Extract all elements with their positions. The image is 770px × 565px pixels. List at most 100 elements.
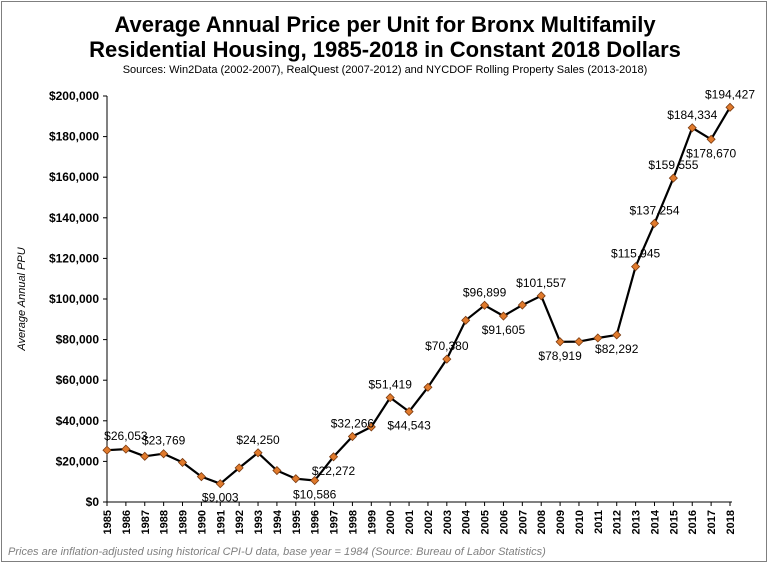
x-tick-label: 2003 bbox=[442, 510, 454, 534]
x-tick-label: 2012 bbox=[612, 510, 624, 534]
x-tick-label: 2009 bbox=[555, 510, 567, 534]
data-point-marker bbox=[574, 337, 584, 347]
data-point-marker bbox=[649, 218, 660, 228]
chart-title-line-1: Average Annual Price per Unit for Bronx … bbox=[114, 12, 656, 37]
x-tick-label: 1988 bbox=[159, 510, 171, 534]
data-label: $9,003 bbox=[202, 491, 239, 505]
x-tick-label: 1996 bbox=[310, 510, 322, 534]
x-tick-label: 1993 bbox=[253, 510, 265, 534]
y-tick-label: $40,000 bbox=[56, 414, 100, 428]
x-tick-label: 1992 bbox=[234, 510, 246, 534]
x-tick-label: 2018 bbox=[725, 510, 737, 534]
y-tick-label: $160,000 bbox=[49, 170, 99, 184]
x-tick-label: 1990 bbox=[196, 510, 208, 534]
x-tick-label: 2016 bbox=[687, 510, 699, 534]
x-tick-label: 2015 bbox=[668, 510, 680, 534]
data-label: $184,334 bbox=[667, 108, 717, 122]
data-label: $178,670 bbox=[686, 146, 736, 160]
y-tick-label: $140,000 bbox=[49, 211, 99, 225]
data-point-marker bbox=[725, 102, 735, 112]
x-tick-label: 1991 bbox=[215, 510, 227, 534]
data-label: $22,272 bbox=[312, 464, 356, 478]
data-point-marker bbox=[498, 311, 509, 321]
data-label: $194,427 bbox=[705, 87, 755, 101]
data-point-marker bbox=[102, 445, 112, 455]
x-tick-label: 1994 bbox=[272, 509, 284, 534]
x-tick-label: 2007 bbox=[517, 510, 529, 534]
y-tick-label: $120,000 bbox=[49, 251, 99, 265]
x-tick-label: 1987 bbox=[140, 510, 152, 534]
data-point-marker bbox=[385, 393, 395, 403]
data-point-marker bbox=[480, 300, 490, 310]
data-label: $115,945 bbox=[611, 247, 660, 261]
x-tick-label: 1995 bbox=[291, 510, 303, 534]
data-label: $10,586 bbox=[293, 488, 337, 502]
series-line bbox=[106, 106, 731, 485]
data-point-marker bbox=[177, 457, 188, 467]
data-point-marker bbox=[140, 451, 150, 461]
y-tick-label: $80,000 bbox=[56, 333, 100, 347]
data-label: $70,380 bbox=[425, 339, 469, 353]
x-tick-label: 2000 bbox=[385, 510, 397, 534]
data-label: $137,254 bbox=[629, 203, 679, 217]
x-tick-label: 1999 bbox=[366, 510, 378, 534]
data-label: $24,250 bbox=[236, 433, 280, 447]
data-point-marker bbox=[536, 291, 546, 301]
x-tick-label: 1986 bbox=[121, 510, 133, 534]
data-point-marker bbox=[461, 315, 471, 325]
x-tick-label: 2002 bbox=[423, 510, 435, 534]
data-point-marker bbox=[347, 431, 357, 442]
x-tick-label: 2006 bbox=[498, 510, 510, 534]
data-point-marker bbox=[196, 472, 206, 482]
y-tick-label: $20,000 bbox=[56, 454, 100, 468]
data-label: $23,769 bbox=[142, 434, 186, 448]
data-point-marker bbox=[631, 262, 641, 272]
x-tick-label: 2010 bbox=[574, 510, 586, 534]
x-tick-label: 1998 bbox=[347, 510, 359, 534]
x-tick-label: 1985 bbox=[102, 510, 114, 534]
x-tick-label: 2005 bbox=[480, 510, 492, 534]
footnote: Prices are inflation-adjusted using hist… bbox=[8, 546, 546, 558]
data-point-marker bbox=[555, 337, 565, 347]
x-tick-label: 2008 bbox=[536, 510, 548, 534]
data-point-marker bbox=[442, 354, 452, 364]
data-point-marker bbox=[310, 475, 320, 486]
x-tick-label: 2017 bbox=[706, 510, 718, 534]
x-tick-label: 2001 bbox=[404, 510, 416, 534]
y-tick-label: $180,000 bbox=[49, 130, 99, 144]
data-point-marker bbox=[706, 134, 716, 144]
y-axis-title: Average Annual PPU bbox=[16, 247, 28, 351]
data-point-marker bbox=[668, 173, 678, 183]
data-point-marker bbox=[234, 463, 244, 473]
x-tick-label: 1997 bbox=[329, 510, 341, 534]
data-point-marker bbox=[159, 449, 169, 459]
data-point-marker bbox=[517, 300, 527, 310]
data-label: $44,543 bbox=[387, 419, 431, 433]
data-label: $91,605 bbox=[482, 323, 526, 337]
data-point-marker bbox=[423, 382, 433, 392]
y-tick-label: $60,000 bbox=[56, 373, 100, 387]
x-tick-label: 2004 bbox=[461, 509, 473, 534]
x-tick-label: 2014 bbox=[649, 509, 661, 534]
data-point-marker bbox=[215, 479, 225, 489]
data-point-marker bbox=[328, 452, 339, 462]
data-point-marker bbox=[253, 448, 263, 458]
x-tick-label: 1989 bbox=[178, 510, 190, 534]
data-label: $51,419 bbox=[368, 378, 412, 392]
data-point-marker bbox=[366, 422, 376, 432]
data-label: $159,555 bbox=[648, 158, 698, 172]
data-point-marker bbox=[404, 407, 414, 417]
data-label: $32,266 bbox=[331, 417, 375, 431]
x-tick-label: 2011 bbox=[593, 510, 605, 534]
data-label: $101,557 bbox=[516, 276, 566, 290]
y-tick-label: $200,000 bbox=[49, 89, 99, 103]
x-tick-label: 2013 bbox=[631, 510, 643, 534]
chart-title-line-2: Residential Housing, 1985-2018 in Consta… bbox=[89, 37, 681, 62]
data-point-marker bbox=[593, 333, 603, 343]
data-point-marker bbox=[121, 444, 131, 454]
data-point-marker bbox=[272, 465, 282, 476]
y-tick-label: $0 bbox=[86, 495, 100, 509]
y-tick-label: $100,000 bbox=[49, 292, 99, 306]
